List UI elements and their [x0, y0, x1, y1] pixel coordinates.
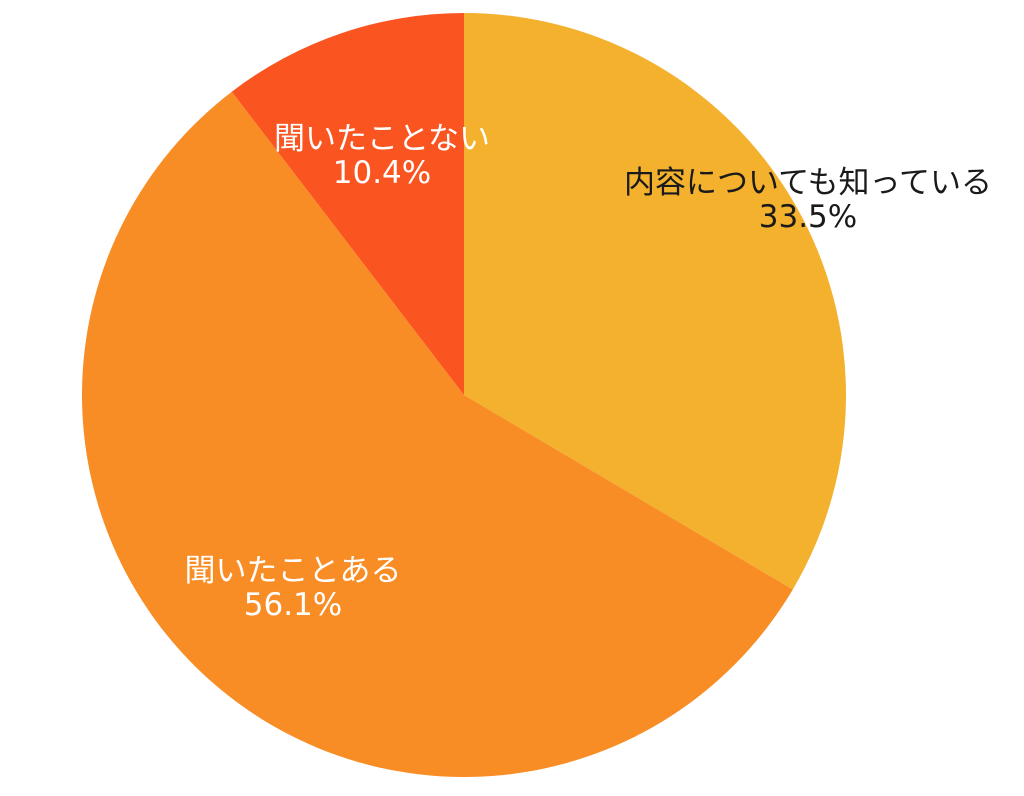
slice-value-label-2: 56.1% [244, 587, 342, 623]
slice-value-label-1: 33.5% [759, 199, 857, 235]
pie-slice-1 [464, 13, 846, 590]
pie-slices [81, 13, 846, 778]
pie-slice-3 [231, 13, 464, 395]
slice-value-label-3: 10.4% [333, 155, 431, 191]
slice-label-3: 聞いたことない [274, 121, 490, 157]
slice-label-1: 内容についても知っている [624, 165, 992, 201]
slice-label-2: 聞いたことある [185, 553, 402, 589]
pie-slice-2 [81, 91, 793, 778]
